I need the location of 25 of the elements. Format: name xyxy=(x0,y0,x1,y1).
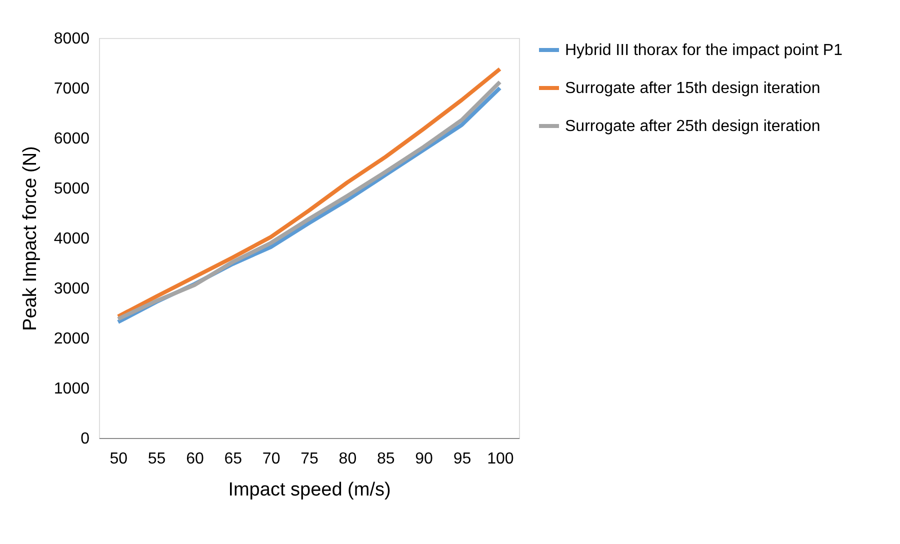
y-tick-label: 1000 xyxy=(54,380,90,398)
x-tick-label: 65 xyxy=(224,450,242,468)
x-axis-title: Impact speed (m/s) xyxy=(228,480,391,500)
y-tick-label: 8000 xyxy=(54,30,90,48)
legend-label: Surrogate after 25th design iteration xyxy=(565,118,820,135)
x-tick-label: 70 xyxy=(262,450,280,468)
x-tick-label: 75 xyxy=(300,450,318,468)
y-axis-title: Peak Impact force (N) xyxy=(20,146,41,331)
x-tick-label: 95 xyxy=(453,450,472,468)
legend-label: Surrogate after 15th design iteration xyxy=(565,80,820,97)
y-tick-label: 7000 xyxy=(54,80,90,98)
x-tick-label: 50 xyxy=(110,450,128,468)
y-tick-label: 3000 xyxy=(54,280,90,298)
y-tick-label: 5000 xyxy=(54,180,90,198)
x-tick-label: 60 xyxy=(186,450,204,468)
y-tick-label: 4000 xyxy=(54,230,90,248)
x-tick-label: 90 xyxy=(415,450,434,468)
x-tick-label: 100 xyxy=(487,450,514,468)
legend-label: Hybrid III thorax for the impact point P1 xyxy=(565,42,843,59)
y-tick-label: 6000 xyxy=(54,130,90,148)
y-tick-label: 0 xyxy=(80,430,90,448)
x-tick-label: 55 xyxy=(148,450,166,468)
y-tick-label: 2000 xyxy=(54,330,90,348)
x-tick-label: 85 xyxy=(376,450,395,468)
x-tick-label: 80 xyxy=(338,450,357,468)
